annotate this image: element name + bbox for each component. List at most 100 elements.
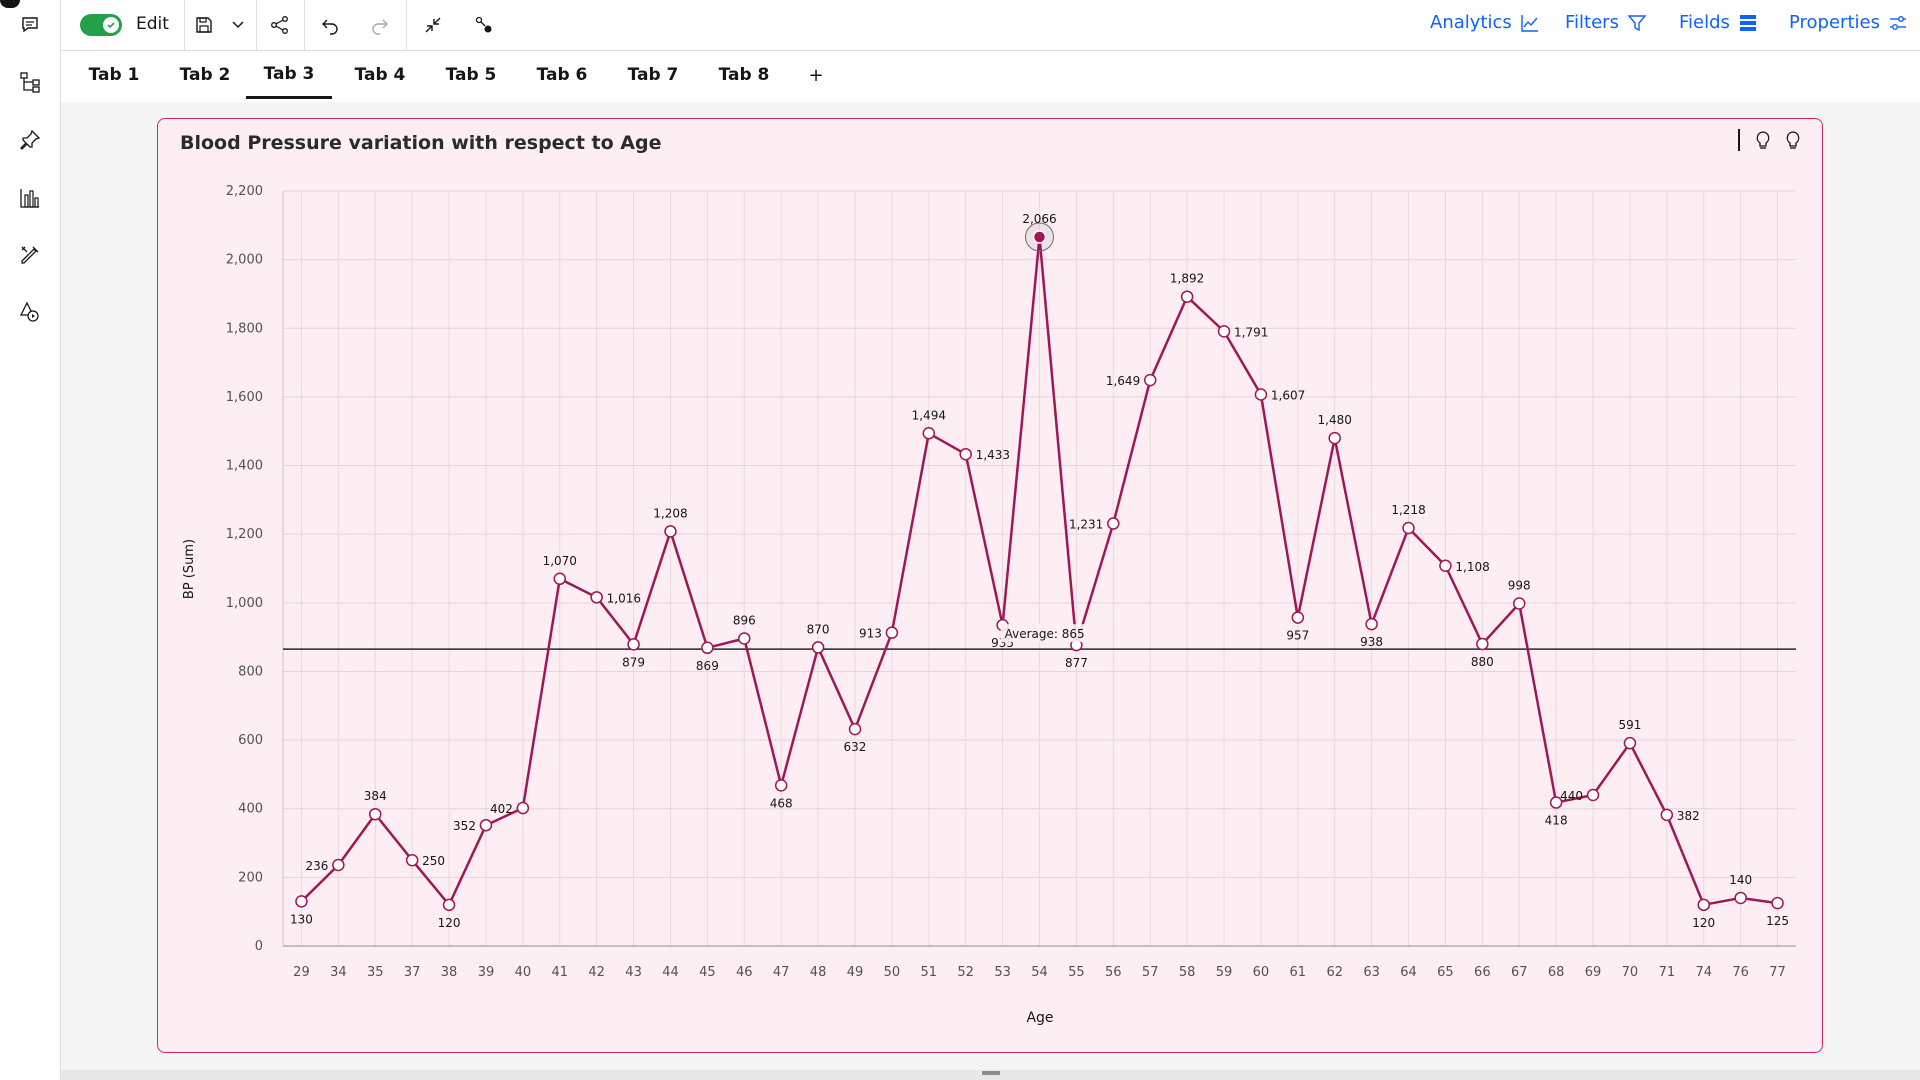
bar-chart-icon[interactable] bbox=[16, 184, 44, 212]
y-axis-title: BP (Sum) bbox=[182, 539, 197, 599]
data-label: 236 bbox=[305, 859, 328, 873]
data-label: 384 bbox=[364, 789, 387, 803]
data-label: 1,070 bbox=[543, 554, 577, 568]
undo-icon[interactable] bbox=[318, 13, 342, 37]
fields-icon bbox=[1739, 14, 1756, 31]
data-point bbox=[1328, 431, 1341, 445]
data-label: 632 bbox=[844, 740, 867, 754]
analytics-button[interactable]: Analytics bbox=[1430, 12, 1540, 33]
data-label: 418 bbox=[1545, 814, 1568, 828]
tab-label: Tab 8 bbox=[718, 65, 770, 85]
chart-widget[interactable]: Blood Pressure variation with respect to… bbox=[157, 118, 1823, 1053]
data-point bbox=[811, 641, 825, 654]
data-label: 130 bbox=[290, 912, 313, 926]
chevron-down-icon[interactable] bbox=[228, 13, 248, 37]
add-tab-button[interactable]: + bbox=[796, 51, 836, 99]
hierarchy-icon[interactable] bbox=[16, 68, 44, 96]
x-tick-label: 45 bbox=[699, 965, 716, 980]
x-tick-label: 51 bbox=[921, 965, 938, 980]
y-tick-label: 1,800 bbox=[226, 321, 263, 336]
data-label: 2,066 bbox=[1022, 212, 1056, 226]
data-point bbox=[1439, 559, 1452, 573]
redo-icon[interactable] bbox=[368, 13, 392, 37]
tab-label: Tab 3 bbox=[263, 63, 315, 84]
y-tick-label: 600 bbox=[238, 733, 263, 748]
data-label: 1,607 bbox=[1271, 389, 1305, 403]
lightbulb-icon[interactable] bbox=[1754, 130, 1772, 150]
data-point bbox=[295, 895, 308, 908]
share-icon[interactable] bbox=[268, 13, 292, 37]
data-label: 877 bbox=[1065, 656, 1088, 670]
sliders-icon bbox=[1889, 15, 1906, 30]
x-tick-label: 66 bbox=[1474, 965, 1491, 980]
filters-button[interactable]: Filters bbox=[1565, 12, 1647, 33]
x-tick-label: 40 bbox=[515, 965, 532, 980]
x-tick-label: 48 bbox=[810, 965, 827, 980]
data-point bbox=[1143, 373, 1157, 387]
checkmark-icon bbox=[103, 17, 119, 33]
comment-icon[interactable] bbox=[18, 13, 42, 37]
x-tick-label: 69 bbox=[1585, 965, 1602, 980]
data-label: 1,208 bbox=[653, 506, 687, 520]
tools-icon[interactable] bbox=[16, 241, 44, 269]
collapse-icon[interactable] bbox=[421, 13, 445, 37]
average-label-bg bbox=[1000, 624, 1089, 643]
tab-1[interactable]: Tab 1 bbox=[71, 51, 157, 99]
data-point bbox=[848, 722, 862, 736]
data-label: 382 bbox=[1677, 809, 1700, 823]
resize-handle[interactable] bbox=[982, 1071, 1000, 1075]
x-tick-label: 63 bbox=[1363, 965, 1380, 980]
filter-icon bbox=[1627, 14, 1647, 31]
data-point bbox=[701, 641, 714, 655]
x-tick-label: 37 bbox=[404, 965, 421, 980]
tab-3[interactable]: Tab 3 bbox=[246, 51, 332, 99]
tab-label: Tab 4 bbox=[354, 65, 406, 85]
shapes-play-icon[interactable] bbox=[16, 298, 44, 326]
x-tick-label: 55 bbox=[1068, 965, 1085, 980]
tab-4[interactable]: Tab 4 bbox=[337, 51, 423, 99]
fields-button[interactable]: Fields bbox=[1679, 12, 1758, 33]
connect-icon[interactable] bbox=[472, 13, 496, 37]
data-label: 250 bbox=[422, 854, 445, 868]
data-label: 938 bbox=[1360, 635, 1383, 649]
edit-toggle[interactable] bbox=[80, 14, 122, 36]
tab-5[interactable]: Tab 5 bbox=[428, 51, 514, 99]
data-point bbox=[1660, 808, 1674, 822]
data-point bbox=[479, 818, 493, 832]
y-tick-label: 2,200 bbox=[226, 184, 263, 199]
x-tick-label: 46 bbox=[736, 965, 753, 980]
x-tick-label: 67 bbox=[1511, 965, 1528, 980]
data-label: 896 bbox=[733, 614, 756, 628]
tab-2[interactable]: Tab 2 bbox=[162, 51, 248, 99]
data-point bbox=[1697, 898, 1710, 912]
insight-lightbulb-icon[interactable] bbox=[1784, 130, 1802, 150]
x-tick-label: 39 bbox=[478, 965, 495, 980]
x-tick-label: 59 bbox=[1216, 965, 1233, 980]
pin-icon[interactable] bbox=[16, 126, 44, 154]
tab-6[interactable]: Tab 6 bbox=[519, 51, 605, 99]
data-point bbox=[553, 572, 567, 586]
data-label: 120 bbox=[438, 916, 461, 930]
data-point bbox=[1365, 617, 1378, 631]
properties-button[interactable]: Properties bbox=[1789, 12, 1908, 33]
y-tick-label: 1,000 bbox=[226, 596, 263, 611]
x-tick-label: 53 bbox=[994, 965, 1011, 980]
top-toolbar: Edit Analytics Filters Fields Properties bbox=[0, 0, 1920, 51]
data-point bbox=[332, 858, 345, 872]
x-tick-label: 35 bbox=[367, 965, 384, 980]
tab-8[interactable]: Tab 8 bbox=[701, 51, 787, 99]
x-tick-label: 60 bbox=[1253, 965, 1270, 980]
data-point bbox=[1217, 325, 1231, 338]
data-label: 440 bbox=[1560, 789, 1583, 803]
x-tick-label: 56 bbox=[1105, 965, 1122, 980]
tab-7[interactable]: Tab 7 bbox=[610, 51, 696, 99]
data-label: 140 bbox=[1729, 873, 1752, 887]
x-tick-label: 42 bbox=[588, 965, 605, 980]
data-point bbox=[369, 807, 382, 821]
data-point-highlighted bbox=[1032, 230, 1047, 244]
x-tick-label: 34 bbox=[330, 965, 347, 980]
data-label: 120 bbox=[1692, 916, 1715, 930]
data-label: 1,108 bbox=[1455, 560, 1489, 574]
x-tick-label: 64 bbox=[1400, 965, 1417, 980]
save-icon[interactable] bbox=[192, 13, 216, 37]
